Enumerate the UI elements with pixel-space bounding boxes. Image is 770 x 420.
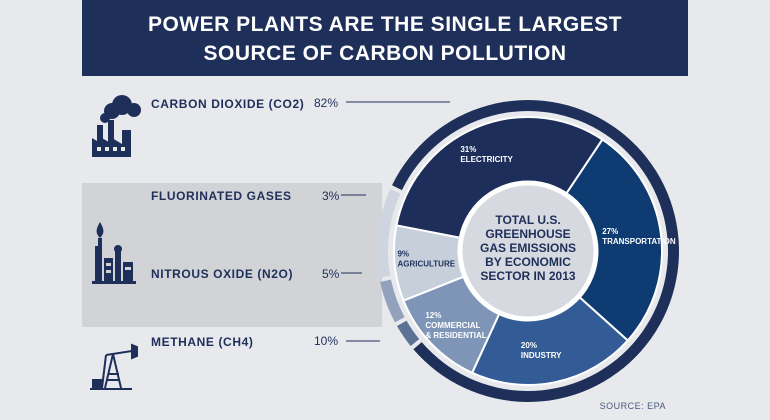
gas-pct-fluorinated: 3% [322,189,340,203]
center-circle [457,180,599,322]
title-line-2: SOURCE OF CARBON POLLUTION [203,42,567,65]
highlight-band [82,183,382,327]
gas-label-co2: CARBON DIOXIDE (CO2) [151,97,305,111]
gas-label-fluorinated: FLUORINATED GASES [151,189,292,203]
title-banner: POWER PLANTS ARE THE SINGLE LARGEST SOUR… [82,0,688,76]
gas-label-ch4: METHANE (CH4) [151,335,254,349]
gas-leader-lines [341,101,450,342]
chart-title-line: GREENHOUSE [485,227,570,241]
chart-title-line: GAS EMISSIONS [480,241,576,255]
slice-labels: 31% ELECTRICITY 27% TRANSPORTATION 20% INDUST… [397,145,675,360]
chart-title-line: TOTAL U.S. [495,213,560,227]
slice-label-agriculture: 9% AGRICULTURE [397,250,455,269]
slice-label-electricity: 31% ELECTRICITY [460,145,513,164]
ring-segment-n2o [380,279,405,323]
gas-pct-co2: 82% [314,96,339,110]
gas-pct-n2o: 5% [322,267,340,281]
slice-label-industry: 20% INDUSTRY [521,341,562,360]
ring-segment-fluorinated [396,320,420,347]
ring-segment-ch4 [377,189,401,278]
gas-pct-ch4: 10% [314,334,339,348]
chart-title-line: SECTOR IN 2013 [480,269,575,283]
slice-label-transportation: 27% TRANSPORTATION [602,227,676,246]
title-line-1: POWER PLANTS ARE THE SINGLE LARGEST [147,13,623,36]
source-note: SOURCE: EPA [599,401,666,411]
slice-label-commercial-residential: 12% COMMERCIAL & RESIDENTIAL [425,311,486,340]
gas-label-n2o: NITROUS OXIDE (N2O) [151,267,294,281]
chart-title-line: BY ECONOMIC [485,255,571,269]
gas-outer-ring [377,100,679,402]
sector-pie [393,116,663,386]
